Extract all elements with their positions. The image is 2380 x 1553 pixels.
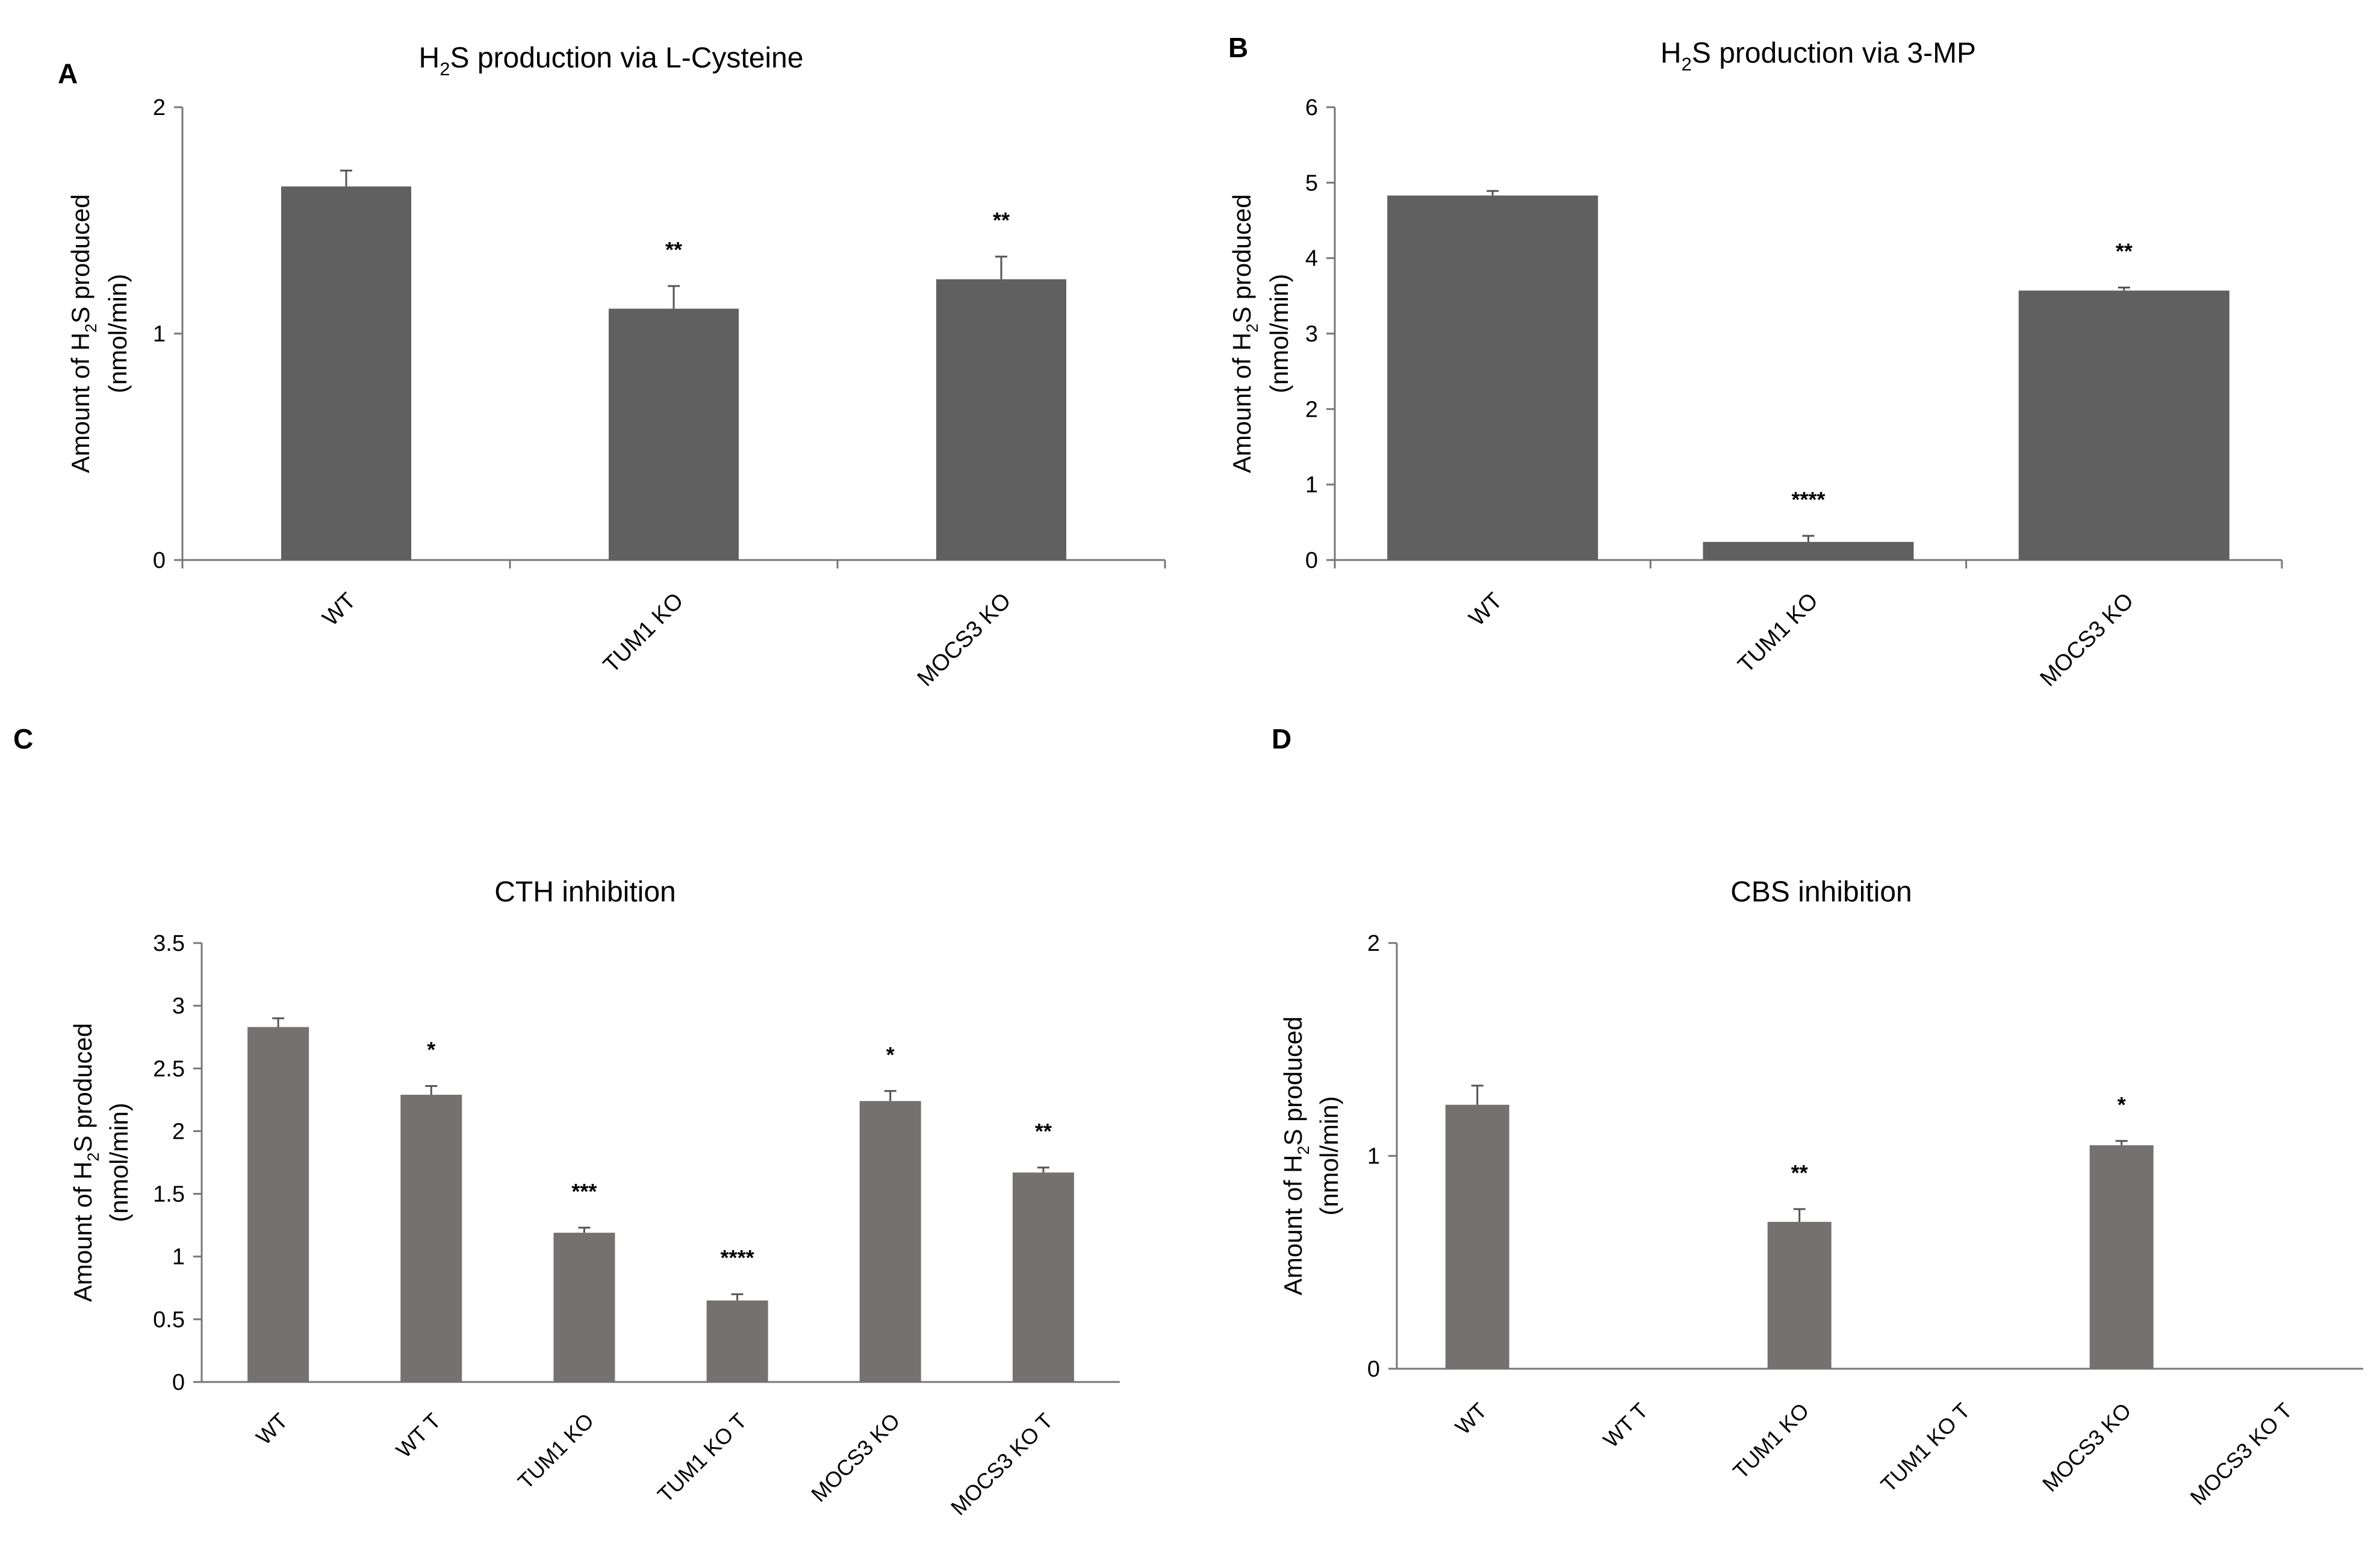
y-tick-label: 4 (1305, 246, 1318, 272)
x-tick-label: WT (251, 1408, 293, 1450)
y-axis-label-units: (nmol/min) (1315, 1096, 1343, 1215)
panel-letter-b: B (1228, 32, 1249, 63)
bar (609, 308, 739, 560)
y-tick-label: 0 (172, 1370, 185, 1395)
y-tick-label: 3.5 (153, 931, 185, 956)
y-tick-label: 2 (1305, 397, 1318, 422)
panel-letter-a: A (58, 58, 78, 89)
y-tick-label: 0 (1305, 548, 1318, 573)
y-tick-label: 0 (153, 548, 166, 573)
significance-mark: * (427, 1037, 435, 1062)
y-tick-label: 0.5 (153, 1307, 185, 1333)
bar (553, 1233, 615, 1382)
y-tick-label: 1.5 (153, 1182, 185, 1207)
bar (2018, 290, 2229, 560)
chart-d: CBS inhibition Amount of H2S produced(nmo… (1279, 876, 2363, 1510)
bar (936, 279, 1066, 560)
x-tick-label: WT (1450, 1398, 1492, 1440)
x-tick-label: MOCS3 KO T (2185, 1398, 2297, 1510)
y-tick-label: 2 (1367, 931, 1380, 956)
y-tick-label: 0 (1367, 1357, 1380, 1382)
y-tick-label: 1 (153, 322, 166, 347)
chart-c: CTH inhibition Amount of H2S produced(nmo… (69, 876, 1120, 1520)
y-tick-label: 1 (172, 1245, 185, 1270)
y-axis-label: Amount of H2S produced (69, 1023, 102, 1302)
panel-letter-c: C (13, 723, 34, 755)
significance-mark: **** (1791, 487, 1825, 512)
significance-mark: * (886, 1042, 895, 1067)
y-tick-label: 2 (172, 1119, 185, 1144)
bar (400, 1095, 462, 1382)
bar (1445, 1104, 1509, 1369)
x-tick-label: MOCS3 KO T (946, 1408, 1058, 1520)
x-tick-label: TUM1 KO (1728, 1398, 1813, 1484)
bar (247, 1027, 309, 1382)
y-tick-label: 1 (1305, 473, 1318, 498)
y-axis-label: Amount of H2S produced (1228, 194, 1261, 473)
chart-a: H2S production via L-Cysteine Amount of H… (66, 42, 1166, 692)
x-tick-label: TUM1 KO (513, 1408, 598, 1494)
y-tick-label: 6 (1305, 95, 1318, 120)
bar (706, 1300, 768, 1382)
y-axis-label-units: (nmol/min) (104, 274, 132, 393)
chart-title: H2S production via 3-MP (1661, 37, 1976, 75)
significance-mark: * (2117, 1092, 2126, 1117)
x-tick-label: TUM1 KO (598, 588, 688, 678)
significance-mark: *** (571, 1179, 597, 1204)
bar (1703, 541, 1914, 560)
x-tick-label: TUM1 KO T (1876, 1398, 1975, 1497)
bar (281, 186, 411, 561)
significance-mark: ** (2116, 239, 2133, 264)
y-tick-label: 2.5 (153, 1056, 185, 1081)
chart-title: H2S production via L-Cysteine (419, 42, 804, 79)
bar (1767, 1222, 1832, 1369)
significance-mark: ** (1791, 1160, 1808, 1185)
chart-title: CTH inhibition (494, 876, 676, 908)
y-axis-label: Amount of H2S produced (1279, 1016, 1313, 1295)
bar (1012, 1172, 1074, 1382)
x-tick-label: WT T (1599, 1398, 1653, 1452)
x-tick-label: MOCS3 KO (2036, 588, 2139, 692)
bar (2089, 1145, 2154, 1369)
significance-mark: **** (721, 1245, 754, 1270)
y-axis-label-units: (nmol/min) (105, 1103, 133, 1222)
bar (1387, 195, 1599, 560)
x-tick-label: MOCS3 KO (2037, 1398, 2136, 1496)
significance-mark: ** (993, 208, 1010, 232)
y-tick-label: 3 (1305, 322, 1318, 347)
x-tick-label: TUM1 KO (1733, 588, 1823, 678)
y-tick-label: 1 (1367, 1144, 1380, 1169)
chart-title: CBS inhibition (1730, 876, 1912, 908)
panel-letter-d: D (1272, 723, 1292, 755)
chart-b: H2S production via 3-MP Amount of H2S pro… (1228, 37, 2283, 692)
significance-mark: ** (665, 237, 682, 262)
y-axis-label-units: (nmol/min) (1265, 274, 1293, 393)
x-tick-label: WT (318, 588, 361, 631)
x-tick-label: MOCS3 KO (806, 1408, 904, 1507)
y-tick-label: 2 (153, 95, 166, 120)
x-tick-label: MOCS3 KO (913, 588, 1016, 692)
y-tick-label: 3 (172, 994, 185, 1019)
significance-mark: ** (1035, 1119, 1052, 1144)
y-axis-label: Amount of H2S produced (66, 194, 100, 473)
x-tick-label: TUM1 KO T (653, 1408, 751, 1507)
bar (859, 1101, 921, 1382)
y-tick-label: 5 (1305, 170, 1318, 196)
x-tick-label: WT T (391, 1408, 446, 1463)
x-tick-label: WT (1464, 588, 1507, 631)
